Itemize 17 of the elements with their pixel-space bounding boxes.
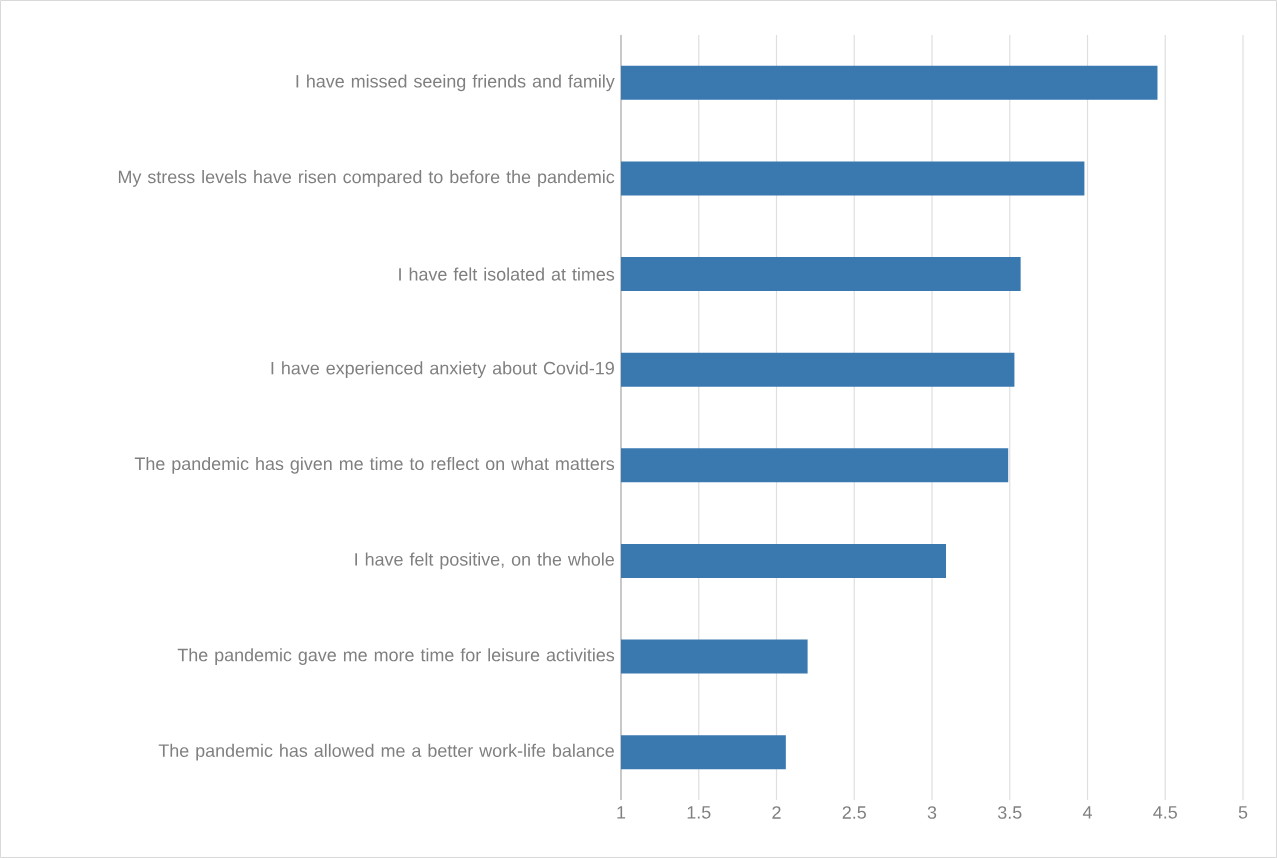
x-tick-label: 4 (1082, 806, 1092, 819)
x-tick-label: 1 (617, 806, 626, 819)
x-tick-label: 5 (1238, 806, 1248, 819)
x-tick-label: 2.5 (842, 806, 866, 819)
x-tick-label: 2 (772, 806, 781, 819)
y-tick-label: I have missed seeing friends and family (296, 74, 615, 92)
x-tick-label: 4.5 (1153, 806, 1177, 819)
y-tick-label: I have experienced anxiety about Covid-19 (271, 361, 614, 379)
y-tick-label: My stress levels have risen compared to before the pandemic (118, 170, 615, 187)
x-tick-label: 3 (927, 806, 937, 819)
x-tick-label: 3.5 (997, 806, 1022, 819)
y-tick-label: The pandemic has allowed me a better work-life balance (158, 743, 614, 761)
x-tick-label: 1.5 (687, 806, 711, 819)
y-tick-label: The pandemic gave me more time for leisure activities (177, 648, 615, 665)
y-tick-label: I have felt positive, on the whole (355, 552, 614, 570)
y-tick-label: The pandemic has given me time to reflect on what matters (134, 456, 615, 474)
y-tick-label: I have felt isolated at times (399, 267, 615, 281)
